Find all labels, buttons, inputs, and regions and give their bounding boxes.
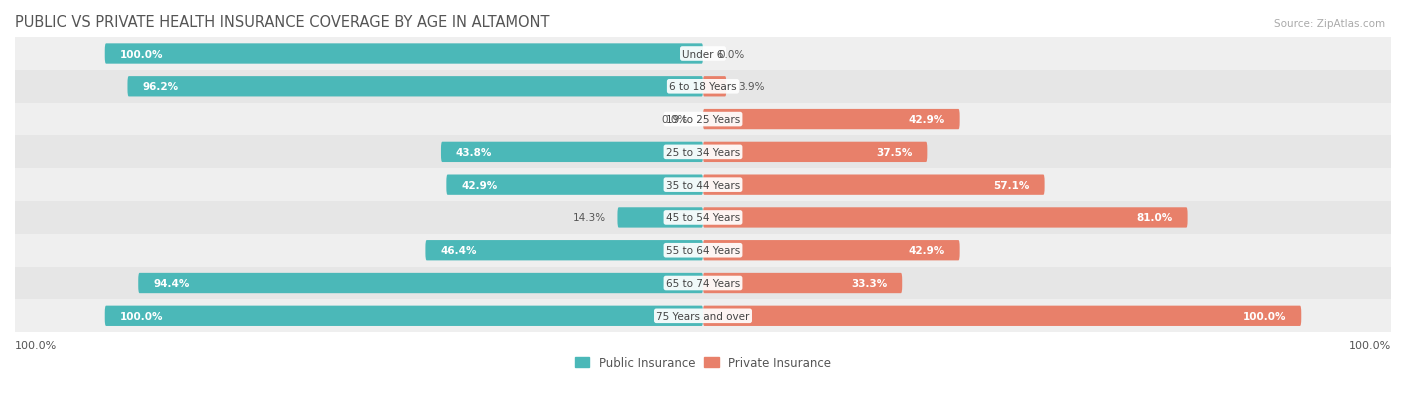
- Bar: [15, 234, 1391, 267]
- Text: 100.0%: 100.0%: [1243, 311, 1286, 321]
- Legend: Public Insurance, Private Insurance: Public Insurance, Private Insurance: [571, 351, 835, 374]
- Bar: [15, 103, 1391, 136]
- FancyBboxPatch shape: [426, 240, 703, 261]
- FancyBboxPatch shape: [703, 240, 960, 261]
- Text: 14.3%: 14.3%: [572, 213, 606, 223]
- Text: 0.0%: 0.0%: [718, 50, 744, 59]
- FancyBboxPatch shape: [128, 77, 703, 97]
- Text: 94.4%: 94.4%: [153, 278, 190, 288]
- Text: 33.3%: 33.3%: [851, 278, 887, 288]
- Bar: [15, 202, 1391, 234]
- Text: 42.9%: 42.9%: [908, 115, 945, 125]
- Text: 35 to 44 Years: 35 to 44 Years: [666, 180, 740, 190]
- Text: 100.0%: 100.0%: [120, 50, 163, 59]
- Text: 100.0%: 100.0%: [1348, 340, 1391, 350]
- Text: 42.9%: 42.9%: [908, 246, 945, 256]
- Text: 42.9%: 42.9%: [461, 180, 498, 190]
- FancyBboxPatch shape: [104, 44, 703, 64]
- Text: 81.0%: 81.0%: [1136, 213, 1173, 223]
- Bar: [15, 71, 1391, 103]
- Text: 25 to 34 Years: 25 to 34 Years: [666, 147, 740, 157]
- FancyBboxPatch shape: [703, 109, 960, 130]
- Text: 45 to 54 Years: 45 to 54 Years: [666, 213, 740, 223]
- FancyBboxPatch shape: [703, 77, 727, 97]
- FancyBboxPatch shape: [703, 273, 903, 294]
- Text: 3.9%: 3.9%: [738, 82, 765, 92]
- FancyBboxPatch shape: [104, 306, 703, 326]
- Text: 43.8%: 43.8%: [456, 147, 492, 157]
- FancyBboxPatch shape: [441, 142, 703, 163]
- Bar: [15, 38, 1391, 71]
- Text: 100.0%: 100.0%: [15, 340, 58, 350]
- Text: PUBLIC VS PRIVATE HEALTH INSURANCE COVERAGE BY AGE IN ALTAMONT: PUBLIC VS PRIVATE HEALTH INSURANCE COVER…: [15, 15, 550, 30]
- Text: 46.4%: 46.4%: [440, 246, 477, 256]
- Bar: [15, 136, 1391, 169]
- FancyBboxPatch shape: [138, 273, 703, 294]
- Text: 6 to 18 Years: 6 to 18 Years: [669, 82, 737, 92]
- Text: 37.5%: 37.5%: [876, 147, 912, 157]
- Text: Under 6: Under 6: [682, 50, 724, 59]
- Text: 96.2%: 96.2%: [142, 82, 179, 92]
- FancyBboxPatch shape: [446, 175, 703, 195]
- FancyBboxPatch shape: [703, 306, 1302, 326]
- Bar: [15, 169, 1391, 202]
- FancyBboxPatch shape: [703, 208, 1188, 228]
- FancyBboxPatch shape: [703, 175, 1045, 195]
- Bar: [15, 300, 1391, 332]
- Text: 100.0%: 100.0%: [120, 311, 163, 321]
- Text: 75 Years and over: 75 Years and over: [657, 311, 749, 321]
- Text: Source: ZipAtlas.com: Source: ZipAtlas.com: [1274, 19, 1385, 28]
- Text: 55 to 64 Years: 55 to 64 Years: [666, 246, 740, 256]
- Text: 0.0%: 0.0%: [662, 115, 688, 125]
- FancyBboxPatch shape: [703, 142, 928, 163]
- Text: 19 to 25 Years: 19 to 25 Years: [666, 115, 740, 125]
- Text: 57.1%: 57.1%: [993, 180, 1029, 190]
- FancyBboxPatch shape: [617, 208, 703, 228]
- Bar: [15, 267, 1391, 300]
- Text: 65 to 74 Years: 65 to 74 Years: [666, 278, 740, 288]
